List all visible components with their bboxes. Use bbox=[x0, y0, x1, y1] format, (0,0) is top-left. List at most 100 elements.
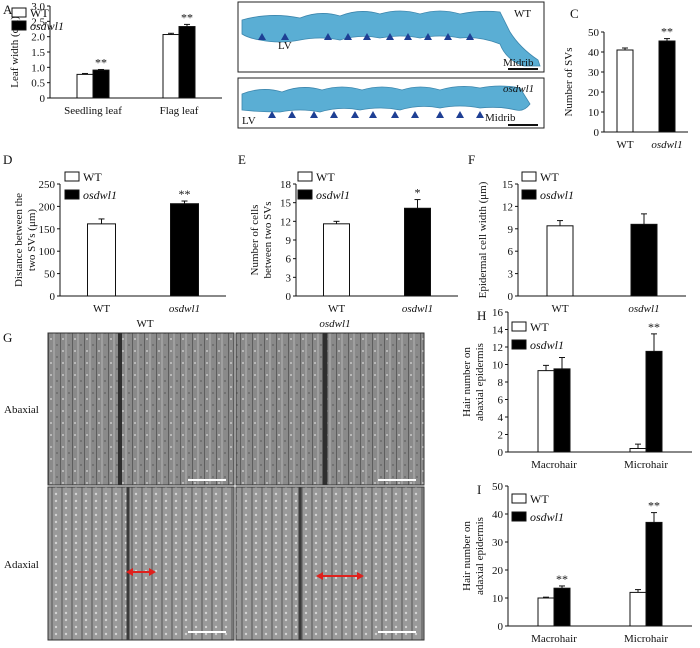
arrowhead-bottom-10 bbox=[476, 111, 484, 118]
legend-swatch-mutant-e bbox=[297, 189, 313, 200]
ylabel-line-d-0: Distance between the bbox=[13, 193, 25, 287]
category-label-f-1: osdwl1 bbox=[628, 303, 659, 315]
legend-label-mutant-h: osdwl1 bbox=[530, 338, 564, 352]
micrograph-b-bottom: LV osdwl1 Midrib bbox=[237, 77, 545, 129]
bar-i-1-1 bbox=[645, 521, 663, 627]
ylabel-line-h-1: abaxial epidermis bbox=[474, 343, 486, 421]
arrowhead-bottom-7 bbox=[411, 111, 419, 118]
tick-label-e-4: 12 bbox=[280, 216, 291, 228]
arrowhead-top-6 bbox=[404, 33, 412, 40]
tick-label-e-6: 18 bbox=[280, 179, 292, 191]
label-lv-bottom: LV bbox=[242, 115, 256, 127]
bar-d-0-0 bbox=[87, 223, 116, 297]
g-col-label-mutant: osdwl1 bbox=[319, 318, 350, 330]
tick-label-f-1: 3 bbox=[508, 269, 514, 281]
bar-e-1-0 bbox=[404, 207, 431, 297]
bar-h-1-0 bbox=[629, 448, 647, 453]
ylabel-line-d-1: two SVs (μm) bbox=[26, 209, 38, 271]
tick-label-f-0: 0 bbox=[508, 291, 514, 303]
bar-i-0-0 bbox=[537, 597, 555, 627]
arrowhead-bottom-8 bbox=[436, 111, 444, 118]
bar-c-1-0 bbox=[658, 40, 676, 133]
category-label-d-1: osdwl1 bbox=[169, 303, 200, 315]
arrowhead-bottom-5 bbox=[369, 111, 377, 118]
tick-label-d-4: 200 bbox=[39, 201, 56, 213]
tick-label-e-5: 15 bbox=[280, 198, 292, 210]
ylabel-h: Hair number onabaxial epidermis bbox=[461, 343, 486, 421]
ylabel-d: Distance between thetwo SVs (μm) bbox=[13, 193, 38, 287]
tick-label-a-5: 2.5 bbox=[31, 16, 45, 28]
category-label-a-0: Seedling leaf bbox=[64, 105, 122, 117]
category-label-i-0: Macrohair bbox=[531, 633, 577, 645]
tick-label-a-3: 1.5 bbox=[31, 47, 45, 59]
arrowhead-bottom-6 bbox=[391, 111, 399, 118]
tick-label-c-0: 0 bbox=[594, 127, 600, 139]
sig-c-1: ** bbox=[661, 25, 673, 39]
tick-label-h-4: 8 bbox=[498, 377, 504, 389]
category-label-h-1: Microhair bbox=[624, 459, 668, 471]
legend-swatch-wt-i bbox=[511, 493, 527, 504]
arrowhead-top-8 bbox=[444, 33, 452, 40]
legend-swatch-wt-a bbox=[11, 7, 27, 18]
arrowhead-bottom-0 bbox=[268, 111, 276, 118]
ylabel-line-i-0: Hair number on bbox=[461, 521, 473, 591]
sig-d-1: ** bbox=[179, 187, 191, 201]
category-label-e-1: osdwl1 bbox=[402, 303, 433, 315]
tick-label-h-2: 4 bbox=[498, 412, 504, 424]
ylabel-c: Number of SVs bbox=[563, 47, 575, 116]
arrowhead-bottom-4 bbox=[351, 111, 359, 118]
sig-a-1: ** bbox=[181, 10, 193, 24]
legend-label-wt-f: WT bbox=[540, 170, 559, 184]
sem-wt-abaxial bbox=[47, 332, 235, 486]
tick-label-f-5: 15 bbox=[502, 179, 514, 191]
bar-i-1-0 bbox=[629, 591, 647, 627]
legend-swatch-wt-h bbox=[511, 321, 527, 332]
chart-cells-between-svs: 0 3 6 9 12 15 18 Number of cellsbetween two SVs… bbox=[249, 170, 458, 315]
tick-label-d-1: 50 bbox=[44, 269, 56, 281]
g-col-label-wt: WT bbox=[136, 318, 153, 330]
ylabel-line-e-1: between two SVs bbox=[262, 202, 274, 279]
legend-label-mutant-e: osdwl1 bbox=[316, 188, 350, 202]
tick-label-d-0: 0 bbox=[50, 291, 56, 303]
sem-mutant-abaxial bbox=[235, 332, 425, 486]
tick-label-d-2: 100 bbox=[39, 246, 56, 258]
ylabel-a: Leaf width (cm) bbox=[9, 16, 21, 88]
legend-label-wt-a: WT bbox=[30, 6, 49, 20]
bar-f-0-0 bbox=[546, 225, 574, 297]
tick-label-c-5: 50 bbox=[588, 27, 600, 39]
label-genotype-bottom: osdwl1 bbox=[503, 83, 534, 95]
tick-label-a-6: 3.0 bbox=[31, 1, 45, 13]
tick-label-h-8: 16 bbox=[492, 307, 504, 319]
sem-panel: WT osdwl1 Abaxial Adaxial bbox=[4, 318, 425, 641]
arrowhead-top-7 bbox=[424, 33, 432, 40]
tick-label-a-1: 0.5 bbox=[31, 78, 45, 90]
ylabel-i: Hair number onadaxial epidermis bbox=[461, 517, 486, 595]
panel-letter-c: C bbox=[570, 6, 579, 21]
legend-swatch-mutant-i bbox=[511, 511, 527, 522]
panel-letter-e: E bbox=[238, 152, 246, 167]
legend-swatch-wt-f bbox=[521, 171, 537, 182]
legend-label-mutant-d: osdwl1 bbox=[83, 188, 117, 202]
sig-h-1: ** bbox=[648, 320, 660, 334]
arrowhead-top-2 bbox=[324, 33, 332, 40]
legend-label-wt-e: WT bbox=[316, 170, 335, 184]
arrowhead-top-4 bbox=[363, 33, 371, 40]
arrowhead-bottom-9 bbox=[456, 111, 464, 118]
panel-letter-d: D bbox=[3, 152, 12, 167]
tick-label-h-1: 2 bbox=[498, 430, 504, 442]
category-label-d-0: WT bbox=[93, 303, 110, 315]
measure-arrow-wt bbox=[126, 568, 156, 576]
tick-label-i-0: 0 bbox=[498, 621, 504, 633]
legend-swatch-mutant-a bbox=[11, 20, 27, 31]
ylabel-line-h-0: Hair number on bbox=[461, 347, 473, 417]
bar-h-0-1 bbox=[553, 368, 571, 453]
chart-leaf-width: 0 0.5 1.0 1.5 2.0 2.5 3.0 Leaf width (cm) ** Seed… bbox=[9, 1, 222, 117]
category-label-h-0: Macrohair bbox=[531, 459, 577, 471]
bar-d-1-0 bbox=[170, 203, 199, 297]
arrowhead-top-1 bbox=[281, 33, 289, 40]
bar-a-1-1 bbox=[178, 26, 196, 99]
legend-label-mutant-a: osdwl1 bbox=[30, 19, 64, 33]
